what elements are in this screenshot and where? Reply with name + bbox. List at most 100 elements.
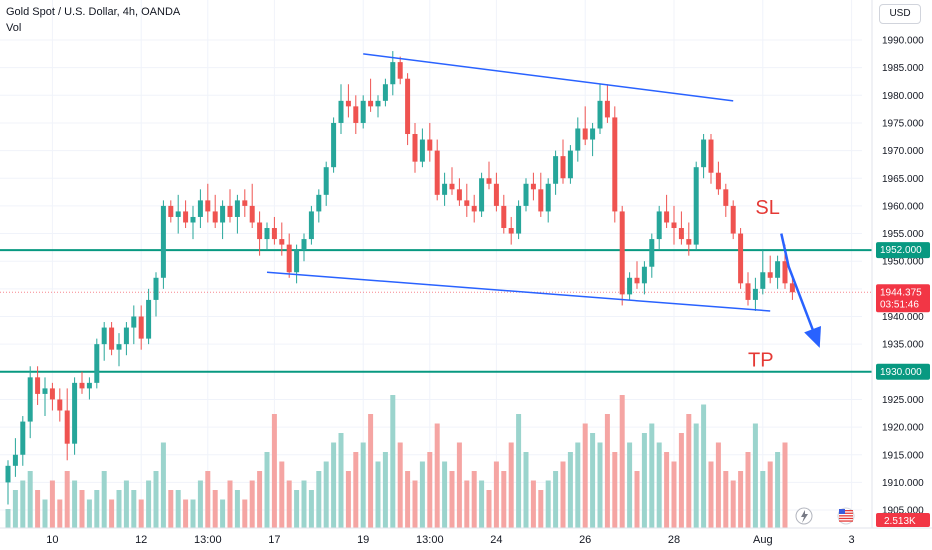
volume-bar bbox=[397, 442, 403, 528]
candle-body bbox=[775, 261, 781, 278]
price-axis-bg bbox=[872, 0, 932, 528]
volume-bar bbox=[175, 490, 181, 528]
volume-bar bbox=[752, 423, 758, 528]
candle-body bbox=[234, 200, 240, 217]
volume-bar bbox=[212, 490, 218, 528]
candle-body bbox=[738, 233, 744, 284]
candle-body bbox=[560, 156, 566, 179]
channel-line[interactable] bbox=[266, 271, 771, 312]
price-axis[interactable]: 1990.000 1985.000 1980.000 1975.000 1970.000… bbox=[871, 0, 932, 528]
volume-bar bbox=[597, 442, 603, 528]
candle-body bbox=[745, 283, 751, 300]
volume-bar bbox=[42, 499, 48, 528]
volume-bar bbox=[331, 442, 337, 528]
candle-body bbox=[641, 266, 647, 284]
volume-bar bbox=[160, 442, 166, 528]
volume-bar bbox=[286, 480, 292, 528]
volume-bar bbox=[508, 442, 514, 528]
volume-bar bbox=[560, 461, 566, 528]
volume-bar bbox=[242, 499, 248, 528]
price-tick-label: 1955.000 bbox=[882, 229, 924, 240]
volume-bar bbox=[745, 452, 751, 528]
candle-body bbox=[27, 377, 33, 422]
volume-bar bbox=[767, 461, 773, 528]
volume-bar bbox=[57, 499, 63, 528]
volume-bar bbox=[72, 480, 78, 528]
candle-body bbox=[397, 62, 403, 79]
candle-body bbox=[412, 134, 418, 162]
price-tick-label: 1905.000 bbox=[882, 506, 924, 517]
annotation-sl[interactable]: SL bbox=[755, 197, 779, 219]
volume-bar bbox=[375, 461, 381, 528]
time-axis[interactable]: 10 12 13:00 17 19 13:00 24 26 28 Aug 3 bbox=[0, 527, 932, 550]
candle-body bbox=[530, 183, 536, 190]
candle-body bbox=[175, 211, 181, 217]
price-tick-label: 1965.000 bbox=[882, 174, 924, 185]
flag-canton bbox=[839, 509, 845, 514]
volume-bar bbox=[493, 461, 499, 528]
candle-body bbox=[730, 205, 736, 234]
time-tick-label: 24 bbox=[490, 534, 502, 546]
candle-body bbox=[715, 172, 721, 190]
candle-body bbox=[286, 244, 292, 273]
candle-body bbox=[405, 78, 411, 135]
volume-bar bbox=[582, 423, 588, 528]
candle-body bbox=[434, 150, 440, 195]
candle-body bbox=[656, 211, 662, 240]
volume-tag-bg bbox=[876, 513, 930, 527]
time-tick-label: 13:00 bbox=[416, 534, 444, 546]
symbol-title[interactable]: Gold Spot / U.S. Dollar, 4h, OANDA bbox=[6, 6, 181, 18]
forecast-arrow[interactable] bbox=[780, 233, 820, 345]
candle-body bbox=[427, 139, 433, 151]
candle-body bbox=[767, 272, 773, 278]
volume-bar bbox=[205, 471, 211, 528]
candle-body bbox=[353, 106, 359, 123]
volume-bar bbox=[427, 452, 433, 528]
volume-bar bbox=[523, 452, 529, 528]
candle-body bbox=[12, 454, 18, 466]
volume-bar bbox=[109, 499, 115, 528]
price-tick-label: 1990.000 bbox=[882, 36, 924, 47]
candle-body bbox=[20, 421, 26, 455]
candle-body bbox=[264, 228, 270, 240]
candle-body bbox=[604, 100, 610, 118]
volume-bar bbox=[545, 480, 551, 528]
volume-bar bbox=[146, 480, 152, 528]
current-price-tag-text: 1944.375 bbox=[880, 287, 922, 298]
candle-body bbox=[35, 377, 41, 394]
candle-body bbox=[227, 205, 233, 217]
candle-body bbox=[575, 128, 581, 151]
candle-body bbox=[72, 382, 78, 444]
volume-bar bbox=[442, 461, 448, 528]
price-tick-label: 1980.000 bbox=[882, 91, 924, 102]
volume-bar bbox=[782, 442, 788, 528]
drawings[interactable]: SL TP bbox=[266, 53, 821, 371]
candle-body bbox=[331, 122, 337, 168]
volume-bar bbox=[553, 471, 559, 528]
volume-bar bbox=[190, 499, 196, 528]
volume-bar bbox=[479, 480, 485, 528]
candle-body bbox=[701, 139, 707, 168]
horizontal-levels[interactable] bbox=[0, 249, 872, 373]
volume-bar bbox=[301, 480, 307, 528]
candle-body bbox=[368, 100, 374, 107]
channel-line[interactable] bbox=[363, 53, 734, 102]
candle-body bbox=[42, 388, 48, 394]
currency-button[interactable]: USD bbox=[879, 4, 921, 24]
candle-body bbox=[723, 189, 729, 206]
candle-body bbox=[501, 205, 507, 229]
candle-body bbox=[619, 211, 625, 295]
volume-bar bbox=[116, 490, 122, 528]
volume-bar bbox=[619, 395, 625, 528]
candle-body bbox=[131, 316, 137, 328]
volume-bar bbox=[671, 461, 677, 528]
price-tick-label: 1975.000 bbox=[882, 118, 924, 129]
annotation-tp[interactable]: TP bbox=[748, 349, 774, 371]
volume-bar bbox=[760, 471, 766, 528]
flag-stripe bbox=[839, 520, 853, 522]
price-tick-label: 1960.000 bbox=[882, 201, 924, 212]
volume-bar bbox=[168, 490, 174, 528]
candle-body bbox=[693, 167, 699, 245]
